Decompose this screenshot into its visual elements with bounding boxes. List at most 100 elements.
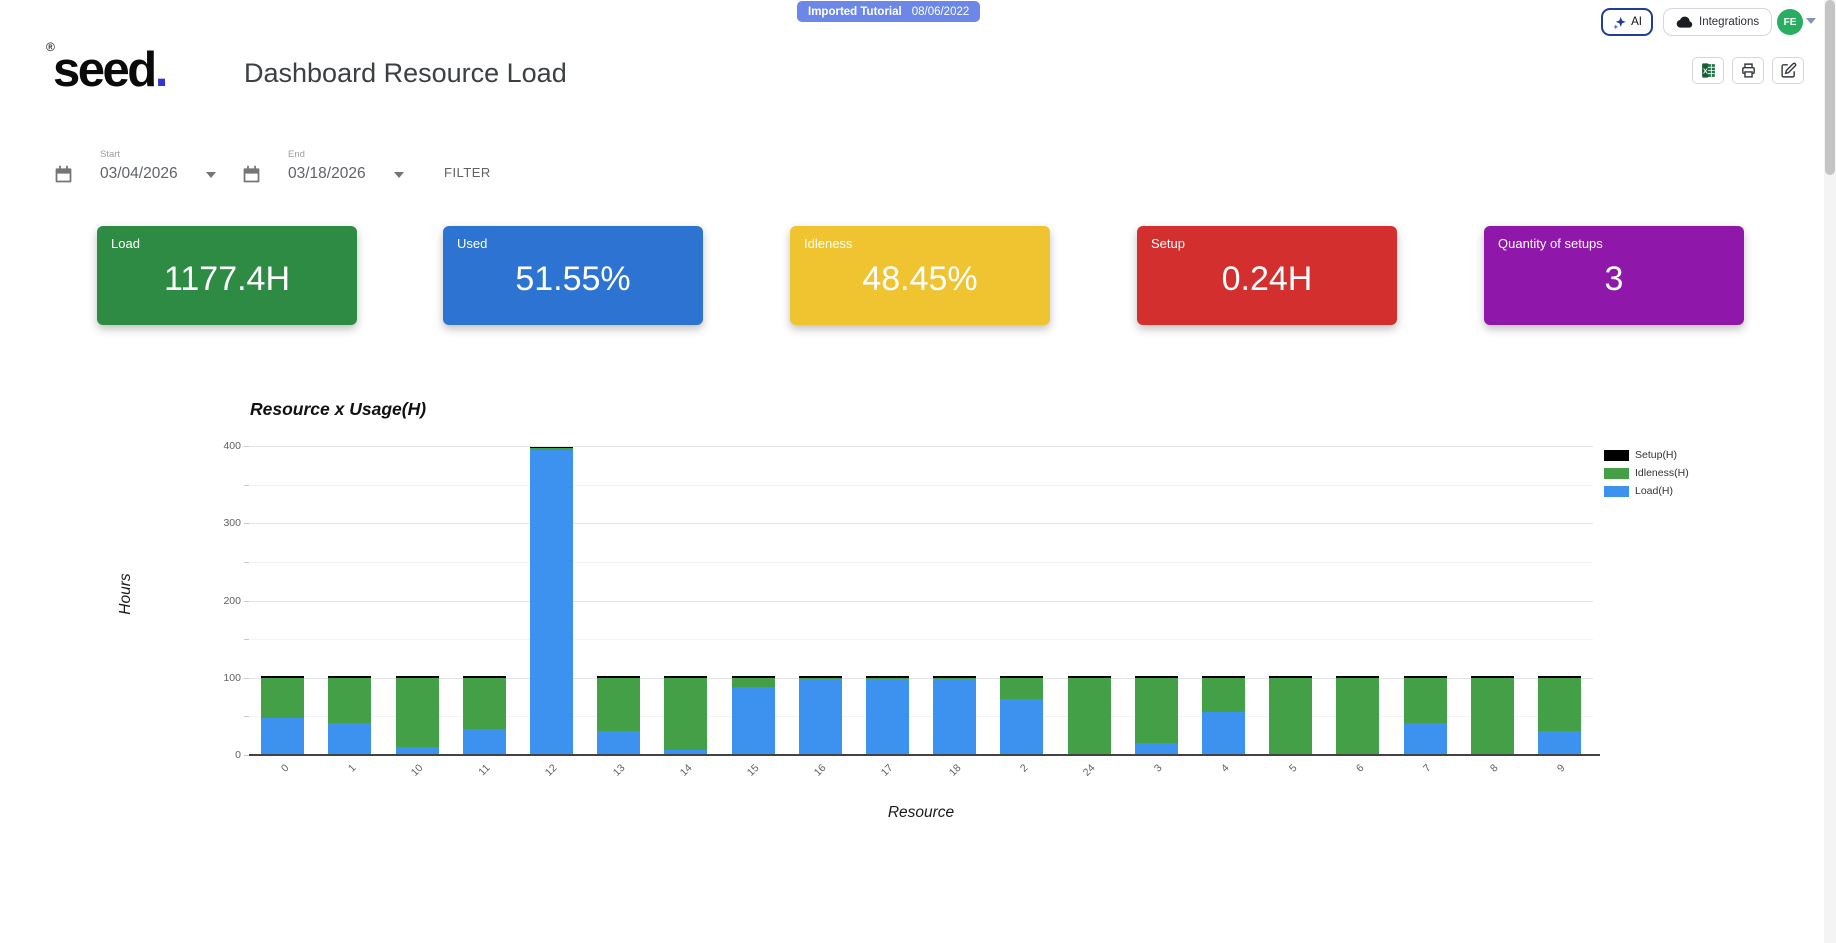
- ai-button[interactable]: AI: [1601, 8, 1653, 36]
- integrations-button-label: Integrations: [1699, 16, 1760, 28]
- bar-load-cat-17[interactable]: [865, 678, 909, 755]
- bar-setup-cat-4[interactable]: [1201, 676, 1245, 678]
- bar-load-cat-0[interactable]: [261, 717, 305, 755]
- bar-setup-cat-1[interactable]: [328, 676, 372, 678]
- bar-setup-cat-12[interactable]: [529, 446, 573, 449]
- bar-idleness-cat-2[interactable]: [1000, 677, 1044, 699]
- x-tick-label-12: 12: [543, 762, 560, 779]
- bar-load-cat-13[interactable]: [597, 731, 641, 755]
- end-calendar-icon[interactable]: [241, 164, 262, 190]
- scrollbar-thumb[interactable]: [1825, 0, 1835, 175]
- bar-load-cat-18[interactable]: [933, 678, 977, 755]
- kpi-label: Idleness: [804, 236, 853, 251]
- bar-setup-cat-17[interactable]: [865, 676, 909, 678]
- bar-idleness-cat-6[interactable]: [1336, 677, 1380, 755]
- bar-idleness-cat-7[interactable]: [1403, 677, 1447, 724]
- x-tick-label-0: 0: [278, 762, 292, 775]
- bar-load-cat-9[interactable]: [1537, 731, 1581, 755]
- bar-setup-cat-2[interactable]: [1000, 676, 1044, 678]
- y-tick-label: 400: [223, 440, 241, 452]
- registered-mark: ®: [46, 40, 55, 54]
- start-date-label: Start: [100, 149, 121, 160]
- start-date-value[interactable]: 03/04/2026: [100, 165, 178, 182]
- bar-setup-cat-14[interactable]: [664, 676, 708, 678]
- bar-setup-cat-6[interactable]: [1336, 676, 1380, 678]
- bar-idleness-cat-8[interactable]: [1470, 677, 1514, 755]
- bar-idleness-cat-24[interactable]: [1067, 677, 1111, 755]
- start-date-field[interactable]: Start 03/04/2026: [100, 149, 218, 183]
- y-tick-mark: [244, 446, 249, 447]
- end-date-caret-icon[interactable]: [394, 172, 404, 178]
- end-date-value[interactable]: 03/18/2026: [288, 165, 366, 182]
- legend-label: Setup(H): [1635, 449, 1678, 461]
- scrollbar-track[interactable]: [1824, 0, 1836, 943]
- bar-setup-cat-16[interactable]: [798, 676, 842, 678]
- bar-idleness-cat-11[interactable]: [462, 677, 506, 729]
- kpi-value: 51.55%: [515, 260, 631, 298]
- kpi-value: 1177.4H: [163, 260, 291, 298]
- bar-setup-cat-0[interactable]: [261, 676, 305, 678]
- x-tick-label-3: 3: [1152, 762, 1165, 775]
- legend-item-idleness[interactable]: Idleness(H): [1604, 464, 1689, 482]
- start-calendar-icon[interactable]: [53, 164, 74, 190]
- end-date-field[interactable]: End 03/18/2026: [288, 149, 406, 183]
- print-button[interactable]: [1732, 57, 1764, 84]
- bar-setup-cat-9[interactable]: [1537, 676, 1581, 678]
- filter-button[interactable]: FILTER: [444, 165, 491, 180]
- x-tick-label-9: 9: [1555, 762, 1568, 775]
- export-excel-button[interactable]: X: [1692, 57, 1724, 84]
- y-tick-mark: [244, 600, 249, 602]
- bar-load-cat-12[interactable]: [529, 449, 573, 755]
- gridline-major: [249, 677, 1593, 679]
- bar-setup-cat-15[interactable]: [731, 676, 775, 678]
- bar-load-cat-7[interactable]: [1403, 723, 1447, 755]
- bar-idleness-cat-16[interactable]: [798, 677, 842, 679]
- bar-load-cat-3[interactable]: [1134, 743, 1178, 755]
- bar-setup-cat-3[interactable]: [1134, 676, 1178, 678]
- bar-load-cat-10[interactable]: [395, 746, 439, 755]
- start-date-caret-icon[interactable]: [206, 172, 216, 178]
- bar-setup-cat-7[interactable]: [1403, 676, 1447, 678]
- bar-load-cat-15[interactable]: [731, 687, 775, 755]
- bar-idleness-cat-14[interactable]: [664, 677, 708, 751]
- bar-idleness-cat-1[interactable]: [328, 677, 372, 723]
- bar-load-cat-16[interactable]: [798, 678, 842, 755]
- excel-icon: X: [1700, 62, 1717, 79]
- bar-idleness-cat-15[interactable]: [731, 677, 775, 688]
- bar-setup-cat-8[interactable]: [1470, 676, 1514, 678]
- bar-idleness-cat-0[interactable]: [261, 677, 305, 718]
- bar-load-cat-1[interactable]: [328, 722, 372, 755]
- bar-setup-cat-18[interactable]: [933, 676, 977, 678]
- bar-idleness-cat-17[interactable]: [865, 677, 909, 679]
- user-menu-caret-icon[interactable]: [1806, 18, 1816, 24]
- bar-setup-cat-13[interactable]: [597, 676, 641, 678]
- bar-idleness-cat-10[interactable]: [395, 677, 439, 747]
- bar-idleness-cat-13[interactable]: [597, 677, 641, 732]
- legend-item-setup[interactable]: Setup(H): [1604, 446, 1689, 464]
- page-title: Dashboard Resource Load: [244, 58, 567, 88]
- edit-button[interactable]: [1772, 57, 1804, 84]
- bar-setup-cat-11[interactable]: [462, 676, 506, 678]
- bar-idleness-cat-3[interactable]: [1134, 677, 1178, 744]
- bar-idleness-cat-18[interactable]: [933, 677, 977, 679]
- bar-load-cat-14[interactable]: [664, 750, 708, 755]
- integrations-button[interactable]: Integrations: [1663, 8, 1773, 36]
- user-avatar[interactable]: FE: [1777, 9, 1803, 35]
- bar-idleness-cat-5[interactable]: [1269, 677, 1313, 755]
- bar-setup-cat-10[interactable]: [395, 676, 439, 678]
- y-tick-label: 300: [223, 517, 241, 530]
- bar-idleness-cat-12[interactable]: [529, 448, 573, 450]
- bar-idleness-cat-4[interactable]: [1201, 677, 1245, 712]
- bar-load-cat-2[interactable]: [1000, 698, 1044, 755]
- kpi-card-quantity-of-setups: Quantity of setups 3: [1484, 226, 1744, 325]
- bar-setup-cat-5[interactable]: [1269, 676, 1313, 678]
- legend-swatch: [1604, 467, 1629, 479]
- bar-idleness-cat-9[interactable]: [1537, 677, 1581, 732]
- bar-setup-cat-24[interactable]: [1067, 676, 1111, 678]
- bar-load-cat-11[interactable]: [462, 728, 506, 755]
- svg-text:X: X: [1702, 67, 1707, 75]
- legend-item-load[interactable]: Load(H): [1604, 482, 1689, 500]
- bar-load-cat-4[interactable]: [1201, 711, 1245, 755]
- printer-icon: [1740, 62, 1757, 79]
- imported-tutorial-badge: Imported Tutorial 08/06/2022: [797, 1, 981, 22]
